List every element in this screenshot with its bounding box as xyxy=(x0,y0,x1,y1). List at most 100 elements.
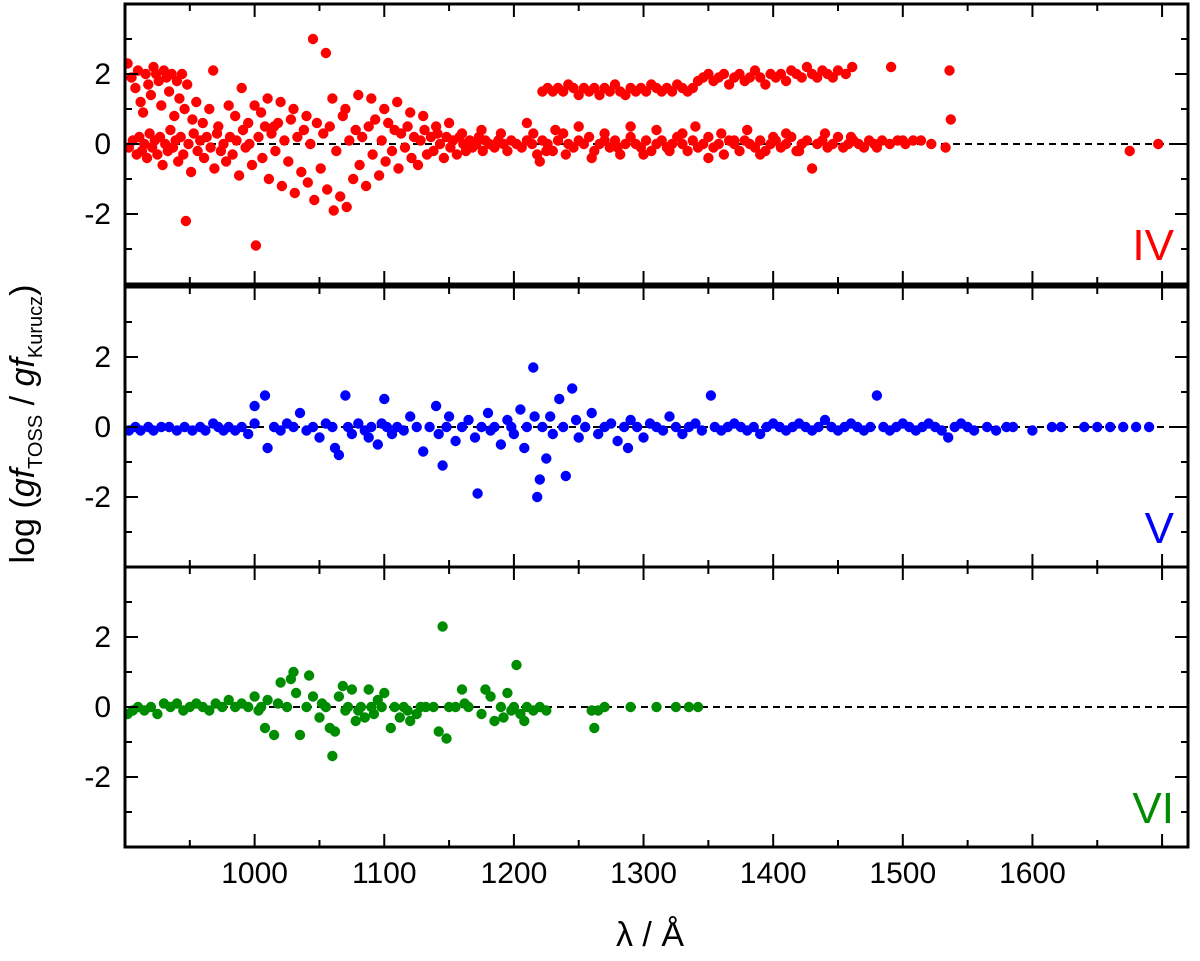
data-point xyxy=(227,149,238,160)
data-point xyxy=(412,159,424,171)
data-point xyxy=(755,149,766,160)
data-point xyxy=(605,418,617,429)
data-point xyxy=(353,418,364,429)
data-point xyxy=(760,79,771,90)
x-axis-title: λ / Å xyxy=(616,916,684,954)
data-point xyxy=(383,117,394,129)
data-point xyxy=(363,684,374,695)
data-point xyxy=(451,149,463,160)
data-point xyxy=(301,110,312,122)
data-point xyxy=(236,82,247,94)
data-point xyxy=(456,421,468,433)
panel-vi: -2 0 2 VI xyxy=(84,565,1190,849)
panel-frame xyxy=(123,565,1190,849)
data-point xyxy=(288,103,299,115)
data-point xyxy=(192,145,203,157)
data-point xyxy=(485,691,496,702)
data-point xyxy=(257,152,268,164)
data-point xyxy=(320,701,332,713)
data-point xyxy=(152,149,163,160)
data-point xyxy=(670,701,682,713)
y-title-sub1: TOSS xyxy=(25,415,47,469)
data-point xyxy=(819,128,831,139)
data-point xyxy=(393,163,404,174)
data-point xyxy=(832,65,844,76)
data-point xyxy=(567,383,578,394)
data-point xyxy=(456,684,468,695)
data-point xyxy=(182,79,193,90)
data-point xyxy=(322,184,333,195)
data-point xyxy=(696,425,708,436)
data-point xyxy=(270,145,281,157)
data-point xyxy=(350,124,361,136)
y-title-gf2: gf xyxy=(4,355,42,387)
panel-v: -2 0 2 V xyxy=(84,285,1190,569)
data-point xyxy=(990,425,1002,436)
data-point xyxy=(302,177,313,188)
data-point xyxy=(541,453,552,464)
data-point xyxy=(237,124,249,136)
data-point xyxy=(296,166,307,178)
data-point xyxy=(651,124,662,136)
data-point xyxy=(179,421,190,433)
data-point xyxy=(209,163,220,174)
y-tick-label: 0 xyxy=(94,411,111,444)
data-point xyxy=(298,124,310,136)
data-point xyxy=(223,100,234,111)
data-point xyxy=(405,715,416,727)
data-point xyxy=(558,128,569,139)
data-point xyxy=(529,411,540,422)
data-point xyxy=(560,149,571,160)
data-point xyxy=(547,428,558,440)
data-point xyxy=(1130,421,1142,433)
data-point xyxy=(692,701,704,713)
data-point xyxy=(755,135,766,146)
data-point xyxy=(394,712,405,723)
data-point xyxy=(657,425,669,436)
y-tick-label: 0 xyxy=(94,128,111,161)
data-point xyxy=(327,421,338,433)
data-point xyxy=(1153,138,1164,150)
data-point xyxy=(171,698,183,709)
data-point xyxy=(554,393,565,405)
data-point xyxy=(433,726,444,737)
data-point xyxy=(677,428,688,440)
data-point xyxy=(463,414,474,426)
panels-layer: -2 0 2 IV -2 0 2 V -2 0 2 VI xyxy=(84,2,1190,849)
data-point xyxy=(1027,425,1038,436)
data-point xyxy=(508,701,520,713)
data-point xyxy=(638,149,649,160)
data-point xyxy=(599,128,610,139)
data-point xyxy=(558,421,569,433)
data-point xyxy=(521,421,533,433)
data-point xyxy=(231,135,242,146)
data-point xyxy=(612,435,623,447)
x-axis-ticks: 1000 1100 1200 1300 1400 1500 1600 xyxy=(221,857,1066,890)
data-point xyxy=(148,425,159,436)
data-point xyxy=(865,421,876,433)
x-tick-label: 1500 xyxy=(869,857,936,890)
data-point xyxy=(424,421,435,433)
data-point xyxy=(307,421,319,433)
data-point xyxy=(366,93,377,104)
data-point xyxy=(532,491,543,503)
data-point xyxy=(311,117,323,129)
y-tick-label: 2 xyxy=(94,58,111,91)
data-point xyxy=(477,145,488,157)
data-point xyxy=(593,428,604,440)
data-point xyxy=(885,61,897,73)
data-point xyxy=(329,726,341,737)
data-point xyxy=(832,131,844,143)
data-point xyxy=(682,145,693,157)
data-point xyxy=(580,421,591,433)
data-point xyxy=(560,470,571,482)
data-point xyxy=(926,138,937,150)
data-point xyxy=(344,135,355,146)
data-point xyxy=(262,694,273,706)
data-point xyxy=(981,421,993,433)
data-point xyxy=(333,691,345,702)
data-point xyxy=(178,149,189,160)
data-point xyxy=(519,715,530,727)
data-point xyxy=(392,96,403,108)
